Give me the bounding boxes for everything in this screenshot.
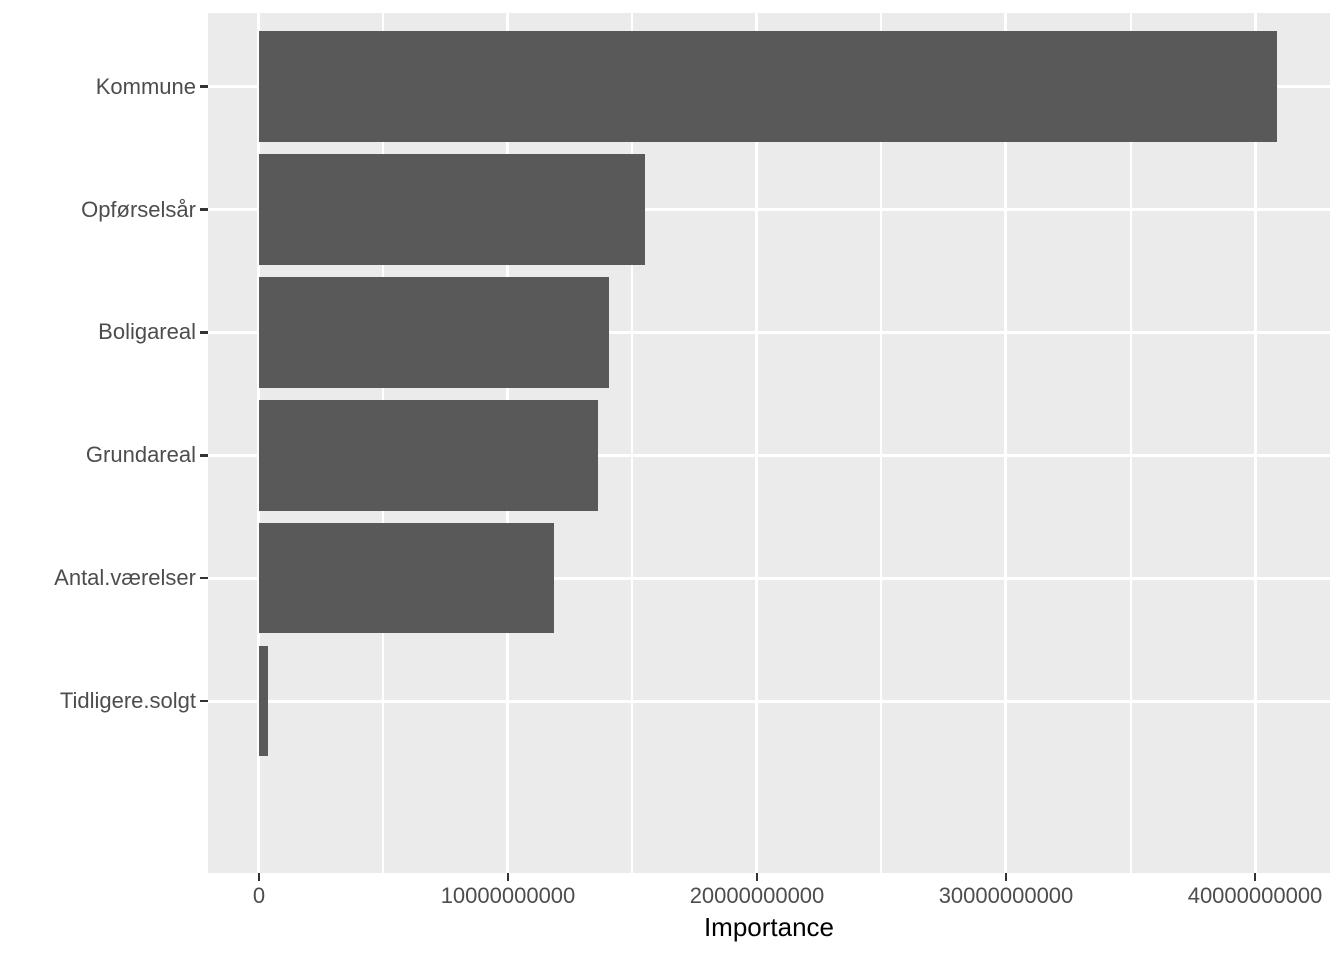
x-tick-label: 20000000000 <box>689 883 825 908</box>
x-minor-gridline <box>1129 13 1132 873</box>
x-tick-mark <box>755 873 759 881</box>
x-tick-label: 40000000000 <box>1187 883 1323 908</box>
y-tick-label: Antal.værelser <box>54 565 196 591</box>
x-tick-mark <box>506 873 510 881</box>
x-tick-label: 30000000000 <box>938 883 1074 908</box>
x-tick-label: 0 <box>252 883 266 908</box>
x-tick-label: 10000000000 <box>440 883 576 908</box>
x-major-gridline <box>1004 13 1008 873</box>
x-minor-gridline <box>880 13 883 873</box>
y-major-gridline <box>208 699 1330 703</box>
y-tick-mark <box>200 208 208 211</box>
importance-bar <box>258 522 555 634</box>
y-tick-label: Kommune <box>95 73 196 99</box>
y-tick-mark <box>200 699 208 703</box>
x-major-gridline <box>755 13 759 873</box>
x-tick-mark <box>257 873 261 881</box>
importance-bar <box>258 277 609 388</box>
y-major-gridline <box>208 576 1330 580</box>
y-tick-mark <box>200 331 208 334</box>
y-tick-label: Grundareal <box>85 442 196 468</box>
y-tick-mark <box>200 454 208 457</box>
x-major-gridline <box>1253 13 1257 873</box>
y-major-gridline <box>208 453 1330 457</box>
importance-bar <box>258 31 1278 142</box>
y-tick-mark <box>200 576 208 580</box>
importance-bar <box>258 154 645 265</box>
x-axis-title: Importance <box>703 912 835 942</box>
y-tick-label: Boligareal <box>98 319 196 345</box>
importance-bar <box>258 400 598 511</box>
y-major-gridline <box>208 208 1330 212</box>
importance-bar <box>258 645 268 757</box>
y-tick-mark <box>200 85 208 88</box>
x-minor-gridline <box>631 13 634 873</box>
x-tick-mark <box>1004 873 1008 881</box>
y-major-gridline <box>208 330 1330 334</box>
y-tick-label: Opførselsår <box>81 196 196 222</box>
y-tick-label: Tidligere.solgt <box>59 688 196 713</box>
x-tick-mark <box>1253 873 1257 881</box>
